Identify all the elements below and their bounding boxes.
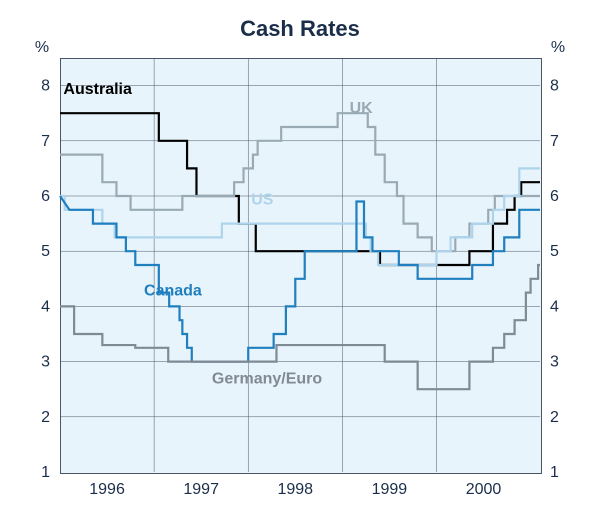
svg-text:UK: UK [350, 100, 374, 117]
svg-text:6: 6 [41, 188, 50, 205]
svg-text:2000: 2000 [466, 481, 502, 498]
svg-text:%: % [551, 39, 565, 56]
svg-text:2: 2 [41, 409, 50, 426]
svg-text:Germany/Euro: Germany/Euro [212, 371, 322, 388]
svg-text:1996: 1996 [89, 481, 125, 498]
cash-rates-chart: Cash Rates 1122334455667788%%19961997199… [0, 0, 600, 522]
svg-text:7: 7 [41, 133, 50, 150]
svg-text:1999: 1999 [372, 481, 408, 498]
svg-text:7: 7 [550, 133, 559, 150]
svg-text:8: 8 [550, 78, 559, 95]
svg-text:Canada: Canada [144, 282, 202, 299]
svg-text:1: 1 [41, 464, 50, 481]
svg-text:Australia: Australia [63, 81, 132, 98]
svg-text:5: 5 [41, 243, 50, 260]
svg-text:4: 4 [550, 298, 559, 315]
svg-text:2: 2 [550, 409, 559, 426]
svg-text:3: 3 [41, 354, 50, 371]
svg-text:4: 4 [41, 298, 50, 315]
svg-text:6: 6 [550, 188, 559, 205]
svg-text:%: % [35, 39, 49, 56]
svg-text:1: 1 [550, 464, 559, 481]
svg-text:US: US [251, 191, 274, 208]
svg-text:1997: 1997 [183, 481, 219, 498]
svg-text:8: 8 [41, 78, 50, 95]
svg-text:1998: 1998 [277, 481, 313, 498]
svg-text:3: 3 [550, 354, 559, 371]
svg-text:5: 5 [550, 243, 559, 260]
chart-svg: 1 1 2 2 3 3 4 4 5 5 6 6 7 7 8 8%% 1996 1997 1998 1999 2000 Au… [0, 0, 600, 522]
